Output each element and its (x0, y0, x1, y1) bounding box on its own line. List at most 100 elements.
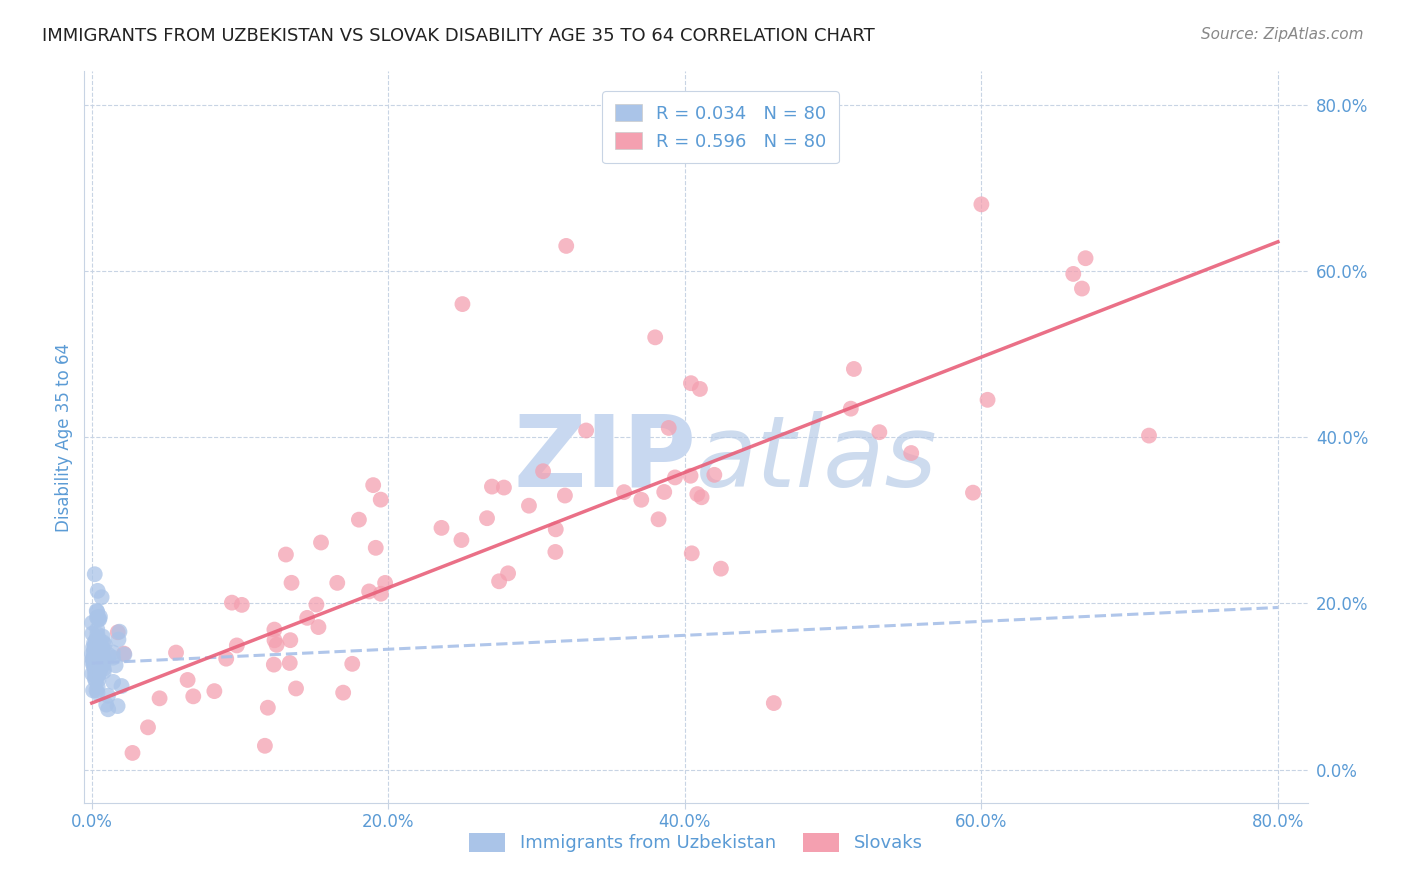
Point (652, 485, 675, 500)
Point (84, 642, 107, 657)
Point (664, 470, 686, 484)
Point (87, 632, 110, 647)
Point (364, 541, 387, 555)
Point (370, 587, 392, 601)
Point (93, 665, 115, 679)
Point (492, 481, 515, 495)
Point (84, 632, 107, 647)
Point (202, 684, 225, 698)
Point (84, 673, 107, 688)
Text: atlas: atlas (696, 410, 938, 508)
Point (121, 746, 143, 760)
Point (84, 669, 107, 683)
Point (359, 584, 381, 599)
Point (86, 627, 108, 641)
Point (87, 631, 110, 645)
Point (83, 645, 105, 659)
Point (488, 574, 510, 589)
Point (90, 658, 112, 673)
Point (481, 480, 503, 494)
Point (690, 490, 713, 504)
Point (630, 492, 652, 507)
Point (86, 683, 108, 698)
Point (842, 362, 865, 376)
Point (87, 610, 110, 624)
Point (309, 535, 332, 549)
Point (613, 485, 636, 500)
Point (90, 591, 112, 605)
Point (112, 648, 135, 662)
Point (285, 681, 308, 696)
Point (101, 674, 124, 689)
Point (475, 511, 498, 525)
Point (97, 702, 120, 716)
Point (647, 512, 669, 526)
Point (84, 665, 107, 680)
Point (86, 667, 108, 681)
Point (347, 513, 370, 527)
Point (84, 640, 107, 654)
Point (93, 652, 115, 666)
Point (307, 620, 329, 634)
Point (93, 662, 115, 676)
Point (679, 376, 702, 391)
Point (90, 661, 112, 675)
Point (451, 297, 474, 311)
Point (176, 673, 198, 687)
Point (762, 696, 785, 710)
Point (80, 647, 103, 661)
Point (450, 533, 472, 547)
Point (91, 630, 114, 644)
Point (86, 610, 108, 624)
Point (108, 624, 131, 639)
Point (89, 664, 111, 678)
Point (82, 666, 104, 681)
Point (84, 664, 107, 678)
Point (253, 739, 276, 753)
Point (86, 640, 108, 655)
Point (221, 596, 243, 610)
Point (374, 576, 396, 591)
Point (970, 197, 993, 211)
Point (263, 623, 285, 637)
Point (107, 699, 129, 714)
Point (107, 632, 129, 647)
Point (87, 612, 110, 626)
Point (87, 663, 110, 677)
Point (90, 656, 112, 670)
Point (278, 633, 301, 648)
Point (83, 649, 105, 664)
Point (544, 545, 567, 559)
Point (87, 637, 110, 651)
Point (295, 611, 318, 625)
Point (107, 625, 129, 640)
Point (517, 499, 540, 513)
Point (644, 330, 666, 344)
Point (83, 659, 105, 673)
Point (868, 425, 890, 440)
Point (82, 656, 104, 670)
Point (82, 626, 104, 640)
Point (710, 561, 733, 575)
Point (86, 622, 108, 636)
Point (165, 646, 187, 660)
Point (86, 605, 108, 619)
Point (86, 686, 108, 700)
Point (83, 656, 105, 670)
Point (84, 660, 107, 674)
Point (101, 645, 124, 659)
Point (839, 401, 862, 416)
Point (87, 668, 110, 682)
Point (181, 690, 204, 704)
Point (83, 640, 105, 654)
Point (1137, 428, 1160, 442)
Point (83, 636, 105, 650)
Point (544, 522, 567, 536)
Point (274, 548, 297, 562)
Point (555, 239, 578, 253)
Point (531, 464, 554, 478)
Point (256, 700, 278, 714)
Point (332, 686, 354, 700)
Point (136, 720, 159, 734)
Point (82, 652, 104, 666)
